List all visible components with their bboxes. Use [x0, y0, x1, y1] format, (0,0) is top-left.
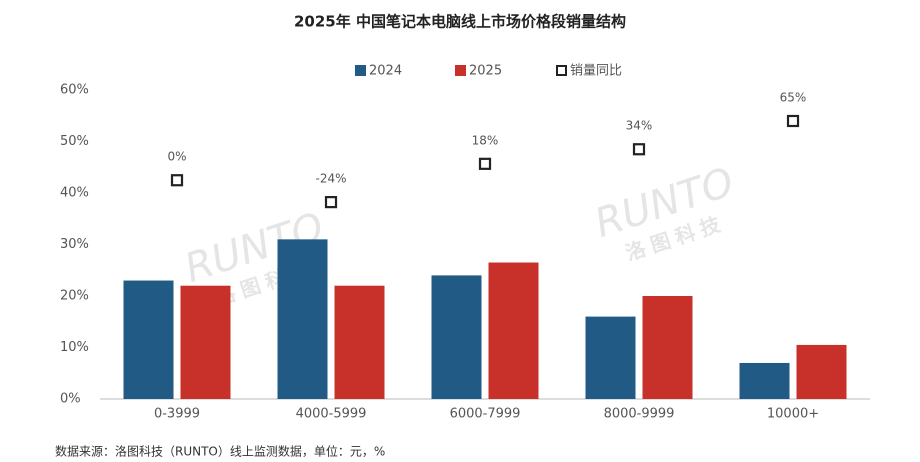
bar	[334, 285, 385, 399]
legend-label: 2025	[469, 64, 502, 79]
y-tick-label: 60%	[60, 83, 89, 98]
bar	[180, 285, 231, 399]
source-note: 数据来源：洛图科技（RUNTO）线上监测数据，单位：元，%	[55, 444, 385, 459]
data-label: 0%	[167, 150, 186, 164]
y-tick-label: 10%	[60, 340, 89, 355]
x-tick-label: 4000-5999	[296, 407, 367, 422]
legend-label: 2024	[369, 64, 402, 79]
legend-swatch	[455, 65, 466, 76]
y-tick-label: 40%	[60, 186, 89, 201]
watermark: RUNTO 洛图科技	[589, 159, 739, 265]
y-tick-label: 20%	[60, 289, 89, 304]
x-tick-label: 10000+	[767, 407, 819, 422]
yoy-marker	[170, 174, 184, 187]
data-label: 65%	[780, 90, 807, 104]
bar	[488, 262, 539, 399]
yoy-marker	[632, 143, 646, 156]
x-tick-label: 0-3999	[154, 407, 200, 422]
bar	[431, 275, 482, 399]
bar	[585, 316, 636, 399]
bar	[277, 239, 328, 399]
data-label: -24%	[315, 172, 346, 186]
bar	[739, 362, 790, 399]
data-label: 34%	[626, 119, 653, 133]
yoy-marker	[324, 196, 338, 209]
bar	[642, 296, 693, 399]
data-label: 18%	[472, 133, 499, 147]
y-tick-label: 30%	[60, 237, 89, 252]
x-tick-label: 8000-9999	[604, 407, 675, 422]
legend-swatch	[355, 65, 366, 76]
x-tick-label: 6000-7999	[450, 407, 521, 422]
legend-label: 销量同比	[570, 64, 622, 79]
y-tick-label: 0%	[60, 392, 81, 407]
y-tick-label: 50%	[60, 134, 89, 149]
legend-swatch	[556, 65, 567, 76]
yoy-marker	[478, 157, 492, 170]
bar	[123, 280, 174, 399]
yoy-marker	[786, 114, 800, 128]
bar	[796, 344, 847, 399]
chart-title: 2025年 中国笔记本电脑线上市场价格段销量结构	[294, 13, 626, 31]
